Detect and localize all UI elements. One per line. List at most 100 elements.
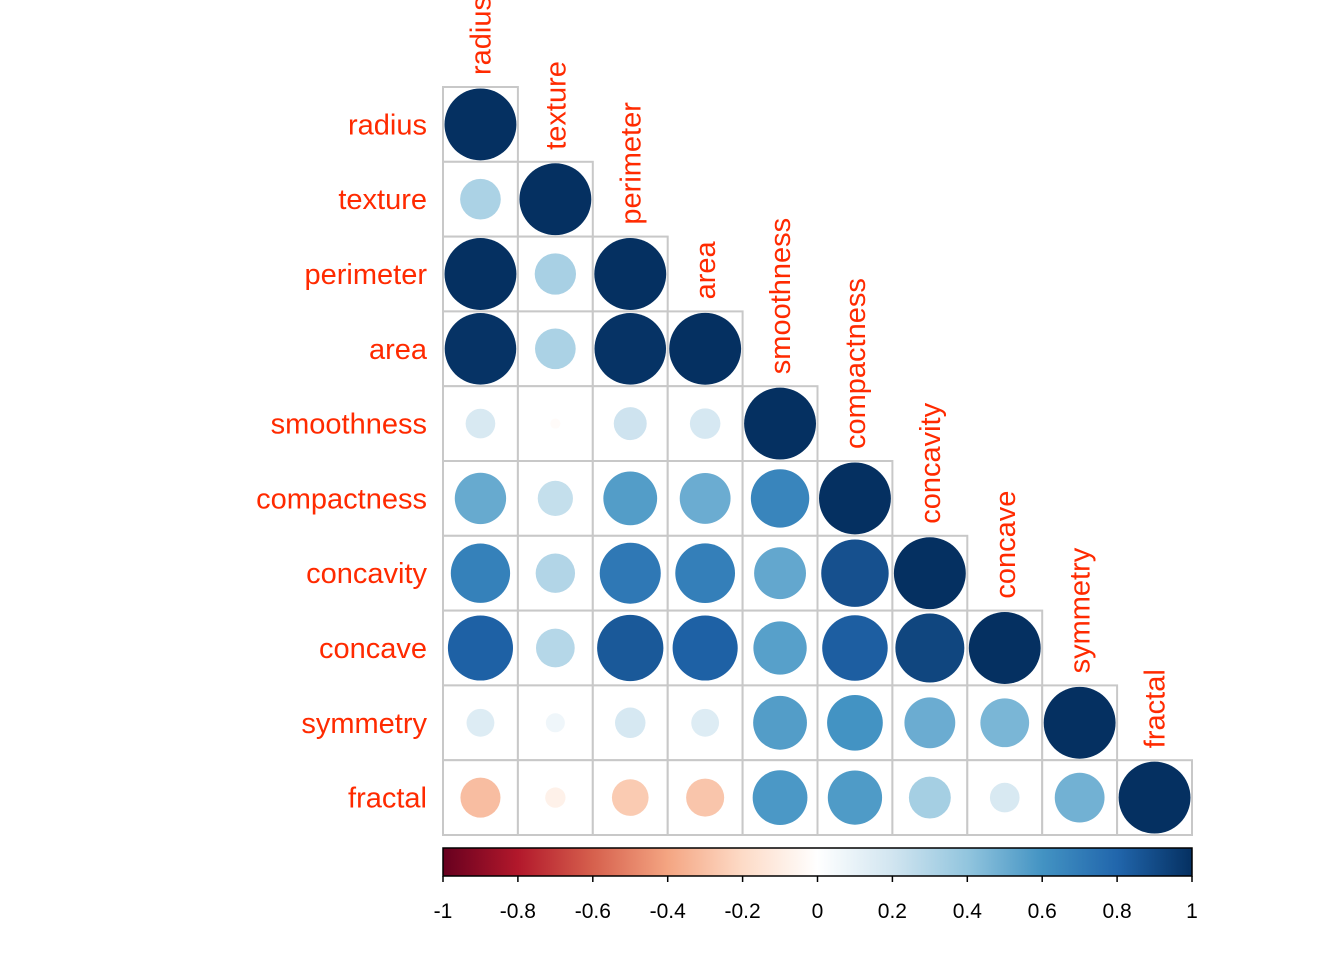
correlation-circle	[537, 480, 573, 517]
cell-smoothness-smoothness	[741, 385, 819, 463]
correlation-circle	[535, 628, 575, 668]
colorbar-tick-label: 1	[1186, 900, 1198, 923]
column-label-perimeter: perimeter	[615, 102, 647, 225]
cell-compactness-area	[666, 460, 744, 537]
colorbar-legend: -1 -0.8 -0.6 -0.4 -0.2 0 0.2 0.4 0.6 0.8 1	[434, 847, 1198, 923]
cell-concavity-perimeter	[591, 534, 669, 612]
cell-texture-radius	[442, 160, 519, 238]
correlation-circle	[614, 707, 646, 739]
cell-fractal-fractal	[1116, 759, 1193, 837]
colorbar-ticks: -1 -0.8 -0.6 -0.4 -0.2 0 0.2 0.4 0.6 0.8 1	[434, 876, 1198, 923]
cell-concavity-compactness	[816, 534, 894, 612]
column-label-compactness: compactness	[840, 278, 872, 449]
row-label-texture: texture	[338, 184, 427, 216]
cell-concave-concave	[966, 609, 1044, 687]
cell-texture-texture	[516, 160, 594, 238]
cell-fractal-area	[666, 759, 744, 837]
correlation-circle	[827, 770, 883, 825]
cell-radius-radius	[442, 86, 519, 163]
correlation-circle	[460, 777, 501, 818]
cell-perimeter-texture	[516, 235, 594, 313]
cell-concave-perimeter	[591, 609, 669, 687]
row-labels: radius texture perimeter area smoothness comp…	[256, 109, 428, 814]
correlation-circle	[669, 312, 742, 385]
cell-symmetry-radius	[442, 684, 519, 762]
correlation-circle	[454, 472, 507, 525]
cell-symmetry-smoothness	[741, 684, 819, 762]
correlation-circle	[611, 779, 649, 816]
correlation-circle	[753, 621, 807, 675]
correlation-circle	[980, 698, 1030, 748]
cell-area-radius	[442, 310, 519, 388]
colorbar-tick-label: -0.4	[650, 900, 687, 923]
correlation-circle	[752, 770, 808, 825]
cell-fractal-compactness	[816, 759, 894, 837]
correlation-circle	[1054, 772, 1105, 823]
cell-fractal-symmetry	[1041, 759, 1119, 837]
correlation-circle	[450, 543, 511, 603]
correlation-circle	[599, 542, 661, 604]
cell-compactness-compactness	[816, 460, 894, 537]
correlation-circle	[904, 697, 956, 749]
cell-area-area	[666, 310, 744, 388]
row-label-concave: concave	[319, 633, 427, 665]
cell-concave-radius	[442, 609, 519, 687]
colorbar-tick-label: 0.2	[878, 900, 907, 923]
column-label-concavity: concavity	[915, 402, 947, 523]
cell-compactness-radius	[442, 460, 519, 537]
correlation-circle	[597, 614, 664, 682]
correlation-circle	[821, 539, 889, 607]
correlation-circle	[679, 472, 731, 524]
cell-compactness-texture	[516, 460, 594, 537]
correlation-circle	[686, 778, 725, 817]
cell-concave-concavity	[891, 609, 969, 687]
correlation-circle	[594, 238, 667, 310]
cell-concavity-smoothness	[741, 534, 819, 612]
colorbar-tick-label: -0.2	[725, 900, 761, 923]
cell-symmetry-compactness	[816, 684, 894, 762]
row-label-radius: radius	[348, 109, 427, 141]
correlation-circle	[613, 407, 647, 441]
correlation-circle	[753, 695, 807, 750]
cell-symmetry-symmetry	[1041, 684, 1119, 762]
cell-smoothness-radius	[442, 385, 519, 463]
cell-compactness-smoothness	[741, 460, 819, 537]
correlation-circle	[444, 238, 517, 310]
colorbar-tick-label: 0	[812, 900, 824, 923]
cell-symmetry-perimeter	[591, 684, 669, 762]
correlation-circle	[1118, 761, 1191, 834]
correlation-circle	[895, 613, 965, 683]
cell-concave-area	[666, 609, 744, 687]
correlation-circle	[444, 88, 517, 161]
correlation-circle	[444, 313, 517, 385]
correlation-circle	[744, 387, 816, 460]
cell-fractal-concave	[966, 759, 1044, 837]
correlation-circle	[460, 178, 501, 220]
cell-fractal-perimeter	[591, 759, 669, 837]
cell-compactness-perimeter	[591, 460, 669, 537]
row-label-fractal: fractal	[348, 783, 427, 815]
correlation-circle	[1043, 686, 1116, 759]
row-label-symmetry: symmetry	[301, 708, 427, 740]
correlation-circle	[754, 547, 806, 600]
row-label-area: area	[369, 334, 428, 366]
correlation-circle	[750, 469, 810, 528]
cell-symmetry-concavity	[891, 684, 969, 762]
correlation-circle	[672, 615, 738, 681]
cell-concave-compactness	[816, 609, 894, 687]
cell-concave-smoothness	[741, 609, 819, 687]
correlation-circle	[689, 408, 721, 439]
correlation-circle	[827, 694, 883, 751]
correlation-circle	[519, 163, 592, 236]
correlation-circle	[545, 787, 566, 808]
column-label-concave: concave	[990, 491, 1022, 599]
cell-fractal-texture	[516, 759, 594, 837]
cell-symmetry-texture	[516, 684, 594, 762]
cell-concavity-radius	[442, 534, 519, 612]
cell-fractal-smoothness	[741, 759, 819, 837]
correlation-circle	[550, 418, 561, 429]
cell-fractal-radius	[442, 759, 519, 837]
cell-concavity-area	[666, 534, 744, 612]
colorbar-tick-label: 0.8	[1102, 900, 1131, 923]
